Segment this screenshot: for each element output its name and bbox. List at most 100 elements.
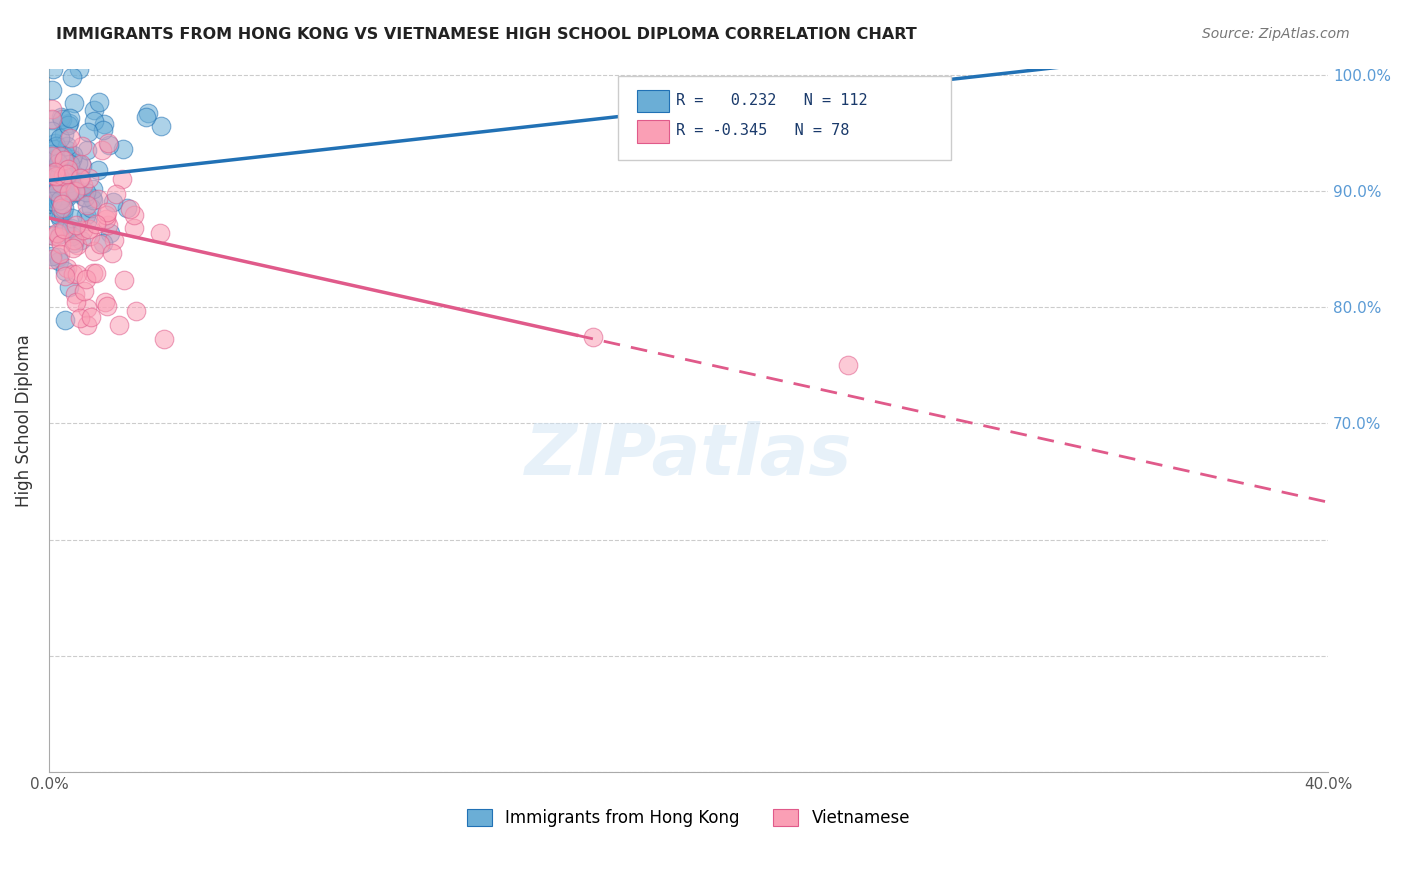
Text: IMMIGRANTS FROM HONG KONG VS VIETNAMESE HIGH SCHOOL DIPLOMA CORRELATION CHART: IMMIGRANTS FROM HONG KONG VS VIETNAMESE …: [56, 27, 917, 42]
Vietnamese: [100, 245, 122, 260]
Bar: [637, 120, 669, 143]
Immigrants from Hong Kong: [55, 187, 77, 202]
Vietnamese: [53, 222, 76, 236]
Immigrants from Hong Kong: [117, 201, 139, 215]
Vietnamese: [105, 186, 128, 201]
Immigrants from Hong Kong: [87, 162, 110, 177]
Vietnamese: [41, 112, 63, 127]
Vietnamese: [41, 103, 63, 117]
Immigrants from Hong Kong: [52, 206, 75, 220]
Vietnamese: [45, 226, 67, 240]
Immigrants from Hong Kong: [60, 221, 83, 235]
Vietnamese: [59, 131, 82, 145]
Vietnamese: [72, 178, 94, 193]
Immigrants from Hong Kong: [49, 110, 72, 124]
Immigrants from Hong Kong: [60, 211, 83, 226]
Vietnamese: [46, 185, 69, 199]
Y-axis label: High School Diploma: High School Diploma: [15, 334, 32, 507]
Vietnamese: [63, 233, 86, 247]
Immigrants from Hong Kong: [41, 249, 63, 263]
Immigrants from Hong Kong: [48, 130, 70, 145]
Vietnamese: [76, 198, 98, 212]
Vietnamese: [80, 310, 103, 324]
Immigrants from Hong Kong: [80, 191, 103, 205]
Text: Source: ZipAtlas.com: Source: ZipAtlas.com: [1202, 27, 1350, 41]
Immigrants from Hong Kong: [67, 62, 90, 76]
Text: R =   0.232   N = 112: R = 0.232 N = 112: [676, 93, 868, 108]
Vietnamese: [72, 138, 94, 153]
Immigrants from Hong Kong: [70, 234, 93, 248]
Immigrants from Hong Kong: [66, 156, 89, 170]
Immigrants from Hong Kong: [48, 185, 70, 199]
Vietnamese: [53, 268, 76, 283]
Immigrants from Hong Kong: [46, 156, 69, 170]
Immigrants from Hong Kong: [75, 208, 97, 222]
Vietnamese: [49, 246, 72, 260]
Immigrants from Hong Kong: [42, 161, 65, 176]
Vietnamese: [58, 162, 80, 177]
Vietnamese: [79, 171, 101, 186]
Immigrants from Hong Kong: [52, 201, 75, 215]
Immigrants from Hong Kong: [56, 118, 79, 132]
Immigrants from Hong Kong: [46, 194, 69, 208]
Vietnamese: [56, 261, 79, 276]
Immigrants from Hong Kong: [45, 138, 67, 153]
Immigrants from Hong Kong: [41, 197, 63, 211]
Immigrants from Hong Kong: [59, 183, 82, 197]
Immigrants from Hong Kong: [41, 162, 63, 177]
Immigrants from Hong Kong: [49, 194, 72, 208]
Immigrants from Hong Kong: [70, 170, 93, 185]
Vietnamese: [69, 170, 91, 185]
Vietnamese: [94, 295, 117, 310]
Vietnamese: [97, 136, 120, 151]
Immigrants from Hong Kong: [41, 194, 63, 208]
Vietnamese: [49, 149, 72, 163]
Vietnamese: [41, 148, 63, 162]
Immigrants from Hong Kong: [48, 169, 70, 183]
Immigrants from Hong Kong: [60, 228, 83, 243]
Vietnamese: [66, 267, 89, 281]
Vietnamese: [122, 208, 145, 222]
Immigrants from Hong Kong: [48, 254, 70, 268]
Vietnamese: [76, 301, 98, 315]
Immigrants from Hong Kong: [58, 116, 80, 130]
Immigrants from Hong Kong: [58, 280, 80, 294]
Immigrants from Hong Kong: [41, 124, 63, 138]
Immigrants from Hong Kong: [70, 159, 93, 173]
Immigrants from Hong Kong: [48, 208, 70, 222]
Vietnamese: [86, 192, 108, 206]
Immigrants from Hong Kong: [42, 62, 65, 76]
Immigrants from Hong Kong: [63, 179, 86, 194]
Vietnamese: [49, 237, 72, 252]
Vietnamese: [96, 299, 118, 313]
Vietnamese: [72, 222, 94, 236]
Immigrants from Hong Kong: [59, 111, 82, 125]
Vietnamese: [111, 171, 134, 186]
Vietnamese: [62, 268, 84, 282]
Vietnamese: [94, 208, 117, 222]
Immigrants from Hong Kong: [60, 70, 83, 84]
Immigrants from Hong Kong: [76, 143, 98, 157]
Vietnamese: [581, 329, 603, 343]
Immigrants from Hong Kong: [136, 105, 159, 120]
Immigrants from Hong Kong: [53, 264, 76, 278]
Immigrants from Hong Kong: [58, 176, 80, 190]
Vietnamese: [52, 153, 75, 167]
Immigrants from Hong Kong: [62, 95, 84, 110]
Immigrants from Hong Kong: [52, 166, 75, 180]
Immigrants from Hong Kong: [46, 250, 69, 264]
Immigrants from Hong Kong: [41, 190, 63, 204]
Immigrants from Hong Kong: [41, 189, 63, 203]
Vietnamese: [103, 234, 125, 248]
Immigrants from Hong Kong: [101, 194, 124, 209]
Immigrants from Hong Kong: [73, 190, 96, 204]
Vietnamese: [97, 218, 120, 232]
Immigrants from Hong Kong: [44, 158, 66, 172]
Vietnamese: [63, 286, 86, 301]
Immigrants from Hong Kong: [150, 119, 173, 133]
Immigrants from Hong Kong: [45, 169, 67, 184]
Immigrants from Hong Kong: [48, 151, 70, 165]
Vietnamese: [41, 252, 63, 266]
Immigrants from Hong Kong: [82, 182, 104, 196]
Vietnamese: [66, 238, 89, 252]
